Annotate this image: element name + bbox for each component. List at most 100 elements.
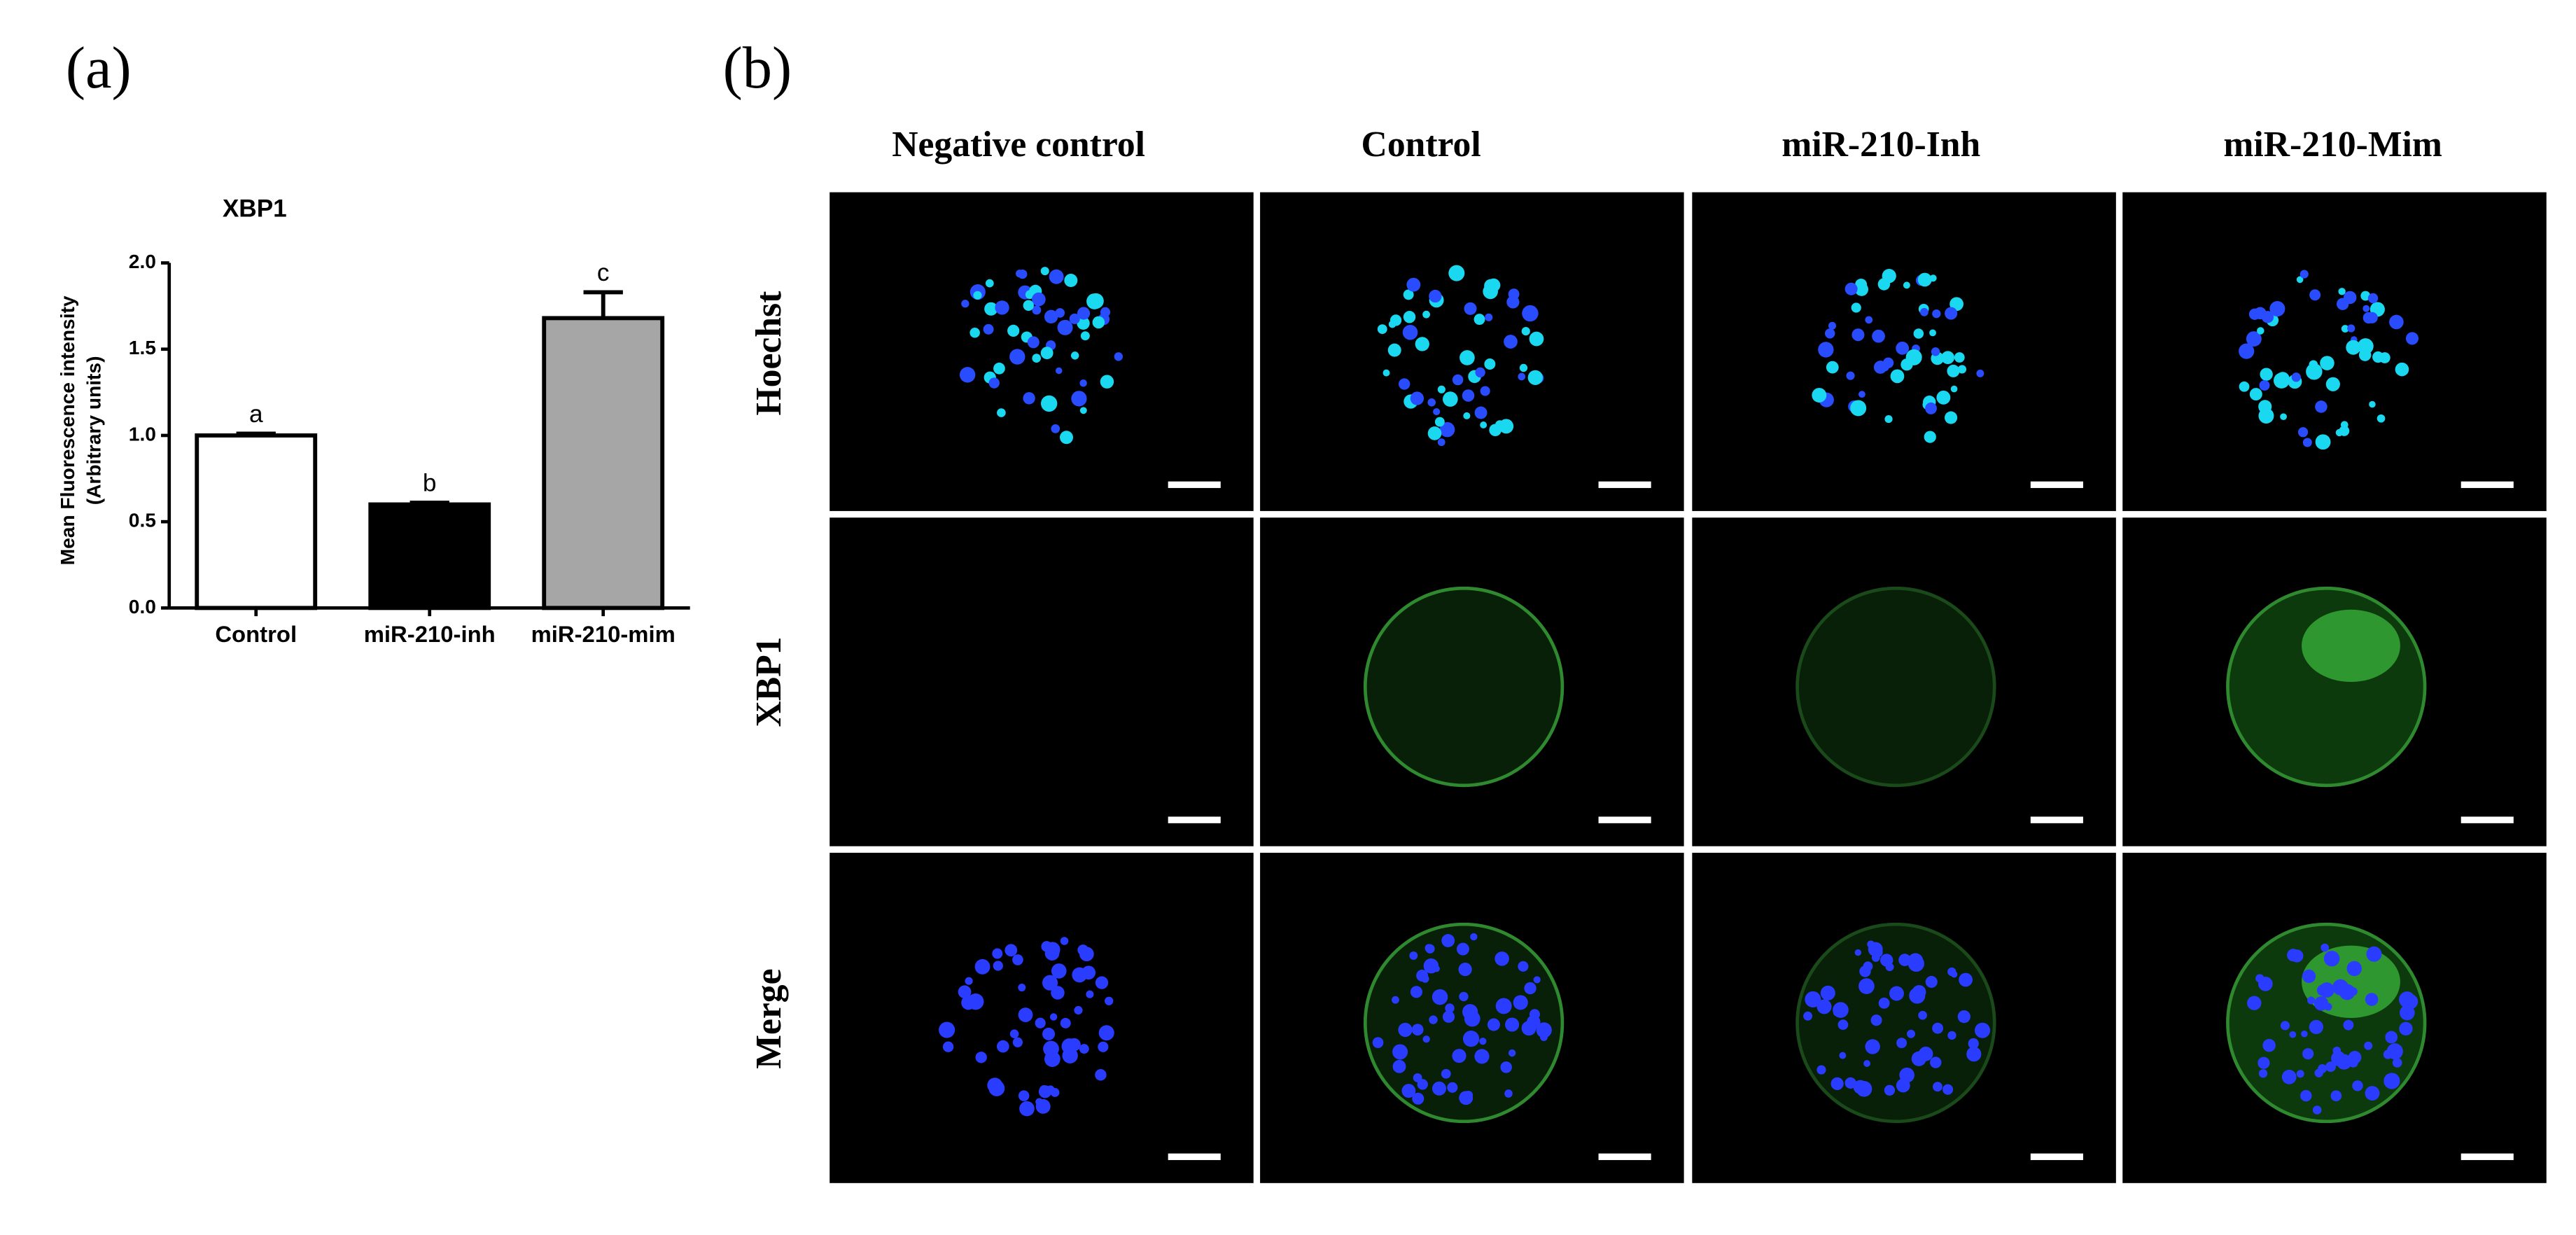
nucleus <box>1933 1082 1942 1092</box>
nucleus <box>1018 984 1026 992</box>
nucleus <box>2399 991 2416 1008</box>
nucleus <box>1508 1049 1516 1057</box>
nucleus <box>2280 1021 2290 1031</box>
nucleus <box>1896 1038 1907 1049</box>
nucleus <box>2312 1105 2322 1115</box>
nucleus <box>2362 305 2370 312</box>
nucleus <box>1392 996 1399 1004</box>
nucleus <box>2360 291 2371 301</box>
nucleus <box>1495 998 1512 1014</box>
nucleus <box>2389 314 2404 330</box>
nucleus <box>1470 933 1478 941</box>
nucleus <box>1945 307 1958 320</box>
nucleus <box>2302 969 2316 984</box>
nucleus <box>2348 1051 2362 1064</box>
nucleus <box>1098 1025 1114 1041</box>
nucleus <box>1051 963 1067 979</box>
nucleus <box>1424 944 1434 953</box>
nucleus <box>1947 364 1960 377</box>
nucleus <box>1413 1073 1422 1082</box>
nucleus <box>2296 276 2304 284</box>
bar <box>368 502 491 610</box>
nucleus <box>1522 305 1539 322</box>
nucleus <box>1485 313 1493 321</box>
nucleus <box>2309 360 2318 370</box>
nucleus <box>997 408 1006 417</box>
nucleus <box>1060 937 1069 945</box>
nucleus <box>1051 986 1065 1000</box>
scale-bar <box>1168 1153 1221 1160</box>
nucleus <box>1105 996 1114 1005</box>
nucleus <box>1437 385 1446 393</box>
nucleus <box>1019 1101 1035 1117</box>
nucleus <box>1884 1084 1896 1096</box>
nucleus <box>1830 1077 1844 1091</box>
nucleus <box>1071 391 1087 407</box>
nucleus <box>2364 1041 2373 1050</box>
nucleus <box>2239 381 2250 392</box>
nucleus <box>1387 343 1401 357</box>
nucleus <box>2258 400 2272 414</box>
nucleus <box>1086 990 1094 998</box>
nucleus <box>1839 1052 1847 1059</box>
nucleus <box>1474 406 1488 419</box>
nucleus <box>2330 1090 2342 1102</box>
nucleus <box>1007 324 1020 337</box>
nucleus <box>2289 1031 2297 1038</box>
nucleus <box>2316 984 2329 996</box>
nucleus <box>958 985 972 999</box>
scale-bar <box>1598 1153 1651 1160</box>
nucleus <box>1489 424 1502 437</box>
nucleus <box>2338 288 2346 295</box>
nucleus <box>1406 277 1421 292</box>
nucleus <box>2315 434 2331 450</box>
nucleus <box>1484 358 1496 370</box>
nucleus <box>1018 1007 1033 1022</box>
nucleus <box>1403 289 1414 300</box>
nucleus <box>1442 1010 1455 1023</box>
nucleus <box>2352 1080 2363 1091</box>
nucleus <box>1504 1089 1513 1098</box>
nucleus <box>1925 402 1937 414</box>
nucleus <box>1074 1005 1083 1015</box>
nucleus <box>1023 300 1034 311</box>
nucleus <box>2340 421 2348 429</box>
embryo-outline <box>1363 586 1564 788</box>
nucleus <box>2302 438 2312 447</box>
nucleus <box>2301 1030 2308 1038</box>
row-label: Merge <box>749 968 789 1068</box>
column-header: Negative control <box>892 125 1145 165</box>
nucleus <box>1388 320 1396 328</box>
scale-bar <box>2460 816 2514 823</box>
nucleus <box>1004 944 1018 957</box>
panel-label: (b) <box>723 36 792 101</box>
nucleus <box>1100 307 1111 317</box>
nucleus <box>1805 991 1821 1008</box>
scale-bar <box>1168 481 1221 489</box>
nucleus <box>1957 1010 1970 1024</box>
nucleus <box>1411 1024 1424 1036</box>
nucleus <box>1863 1060 1870 1067</box>
nucleus <box>2260 368 2273 381</box>
nucleus <box>1079 1044 1089 1054</box>
nucleus <box>1483 284 1498 300</box>
nucleus <box>1536 1022 1552 1038</box>
nucleus <box>1392 1059 1406 1073</box>
nucleus <box>1913 328 1924 339</box>
nucleus <box>1820 985 1835 1000</box>
nucleus <box>1812 387 1827 403</box>
nucleus <box>1077 944 1088 956</box>
nucleus <box>1452 374 1464 386</box>
nucleus <box>2239 343 2255 359</box>
nucleus <box>2247 996 2262 1010</box>
nucleus <box>2365 993 2379 1006</box>
nucleus <box>1968 1038 1979 1049</box>
nucleus <box>997 1040 1009 1053</box>
nucleus <box>1429 1015 1438 1024</box>
nucleus <box>1410 986 1423 998</box>
nucleus <box>1060 431 1073 445</box>
nucleus <box>1865 1039 1880 1054</box>
nucleus <box>1079 379 1087 387</box>
nucleus <box>1932 1022 1944 1034</box>
nucleus <box>1064 274 1078 288</box>
